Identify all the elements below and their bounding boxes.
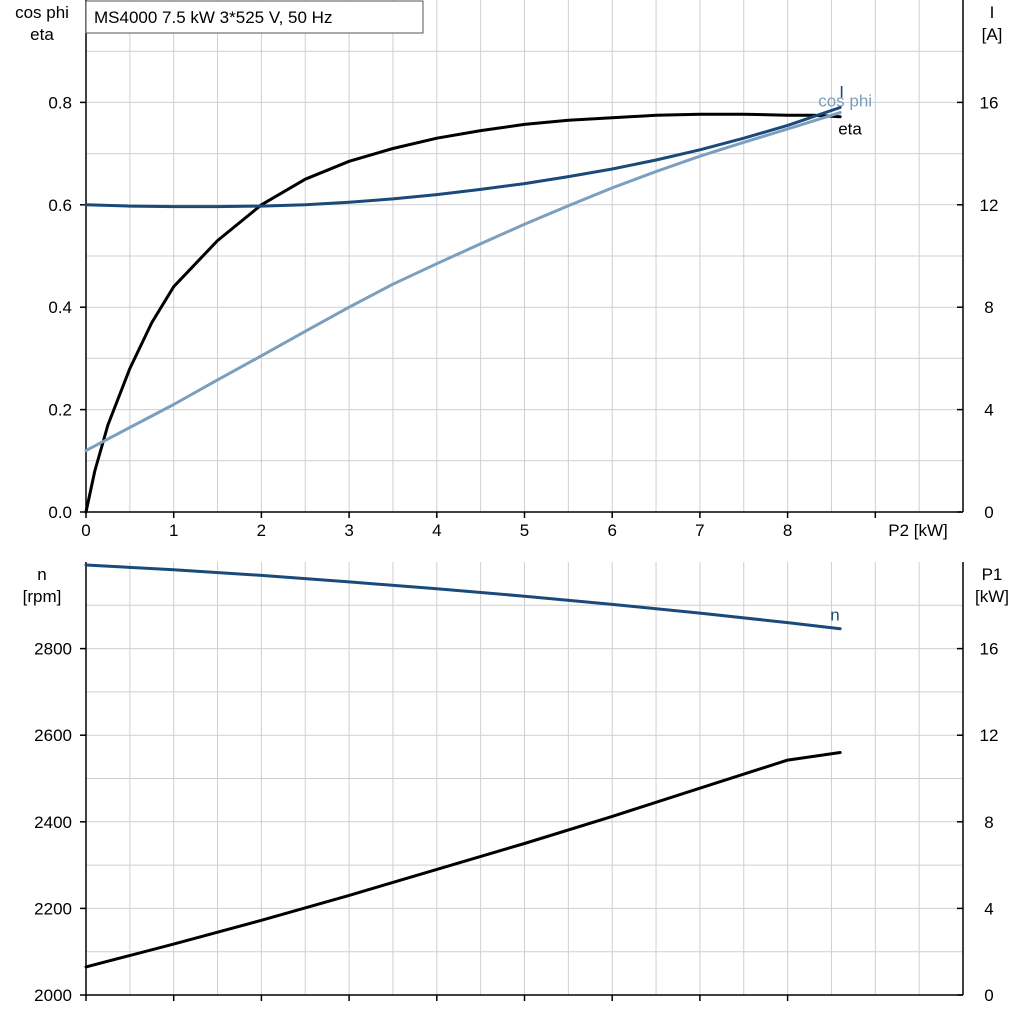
x-tick-label: 2: [257, 521, 266, 540]
y-tick-label-left: 2800: [34, 640, 72, 659]
x-axis-label: P2 [kW]: [888, 521, 948, 540]
chart-title: MS4000 7.5 kW 3*525 V, 50 Hz: [94, 8, 332, 27]
series-label-eta: eta: [838, 120, 862, 139]
series-label-I: I: [839, 83, 844, 102]
x-tick-label: 3: [344, 521, 353, 540]
x-tick-label: 1: [169, 521, 178, 540]
series-line-I: [84, 106, 842, 209]
y-axis-label-left: eta: [30, 25, 54, 44]
y-tick-label-right: 16: [980, 93, 999, 112]
y-tick-label-left: 0.6: [48, 196, 72, 215]
x-tick-label: 4: [432, 521, 441, 540]
y-tick-label-right: 8: [984, 813, 993, 832]
y-axis-label-right: I: [990, 3, 995, 22]
y-tick-label-left: 0.4: [48, 298, 72, 317]
series-line-eta: [84, 112, 842, 514]
series-line-p1: [84, 751, 842, 969]
y-tick-label-left: 0.2: [48, 401, 72, 420]
y-tick-label-left: 2400: [34, 813, 72, 832]
y-tick-label-left: 2000: [34, 986, 72, 1005]
x-tick-label: 0: [81, 521, 90, 540]
x-tick-label: 6: [607, 521, 616, 540]
y-tick-label-right: 12: [980, 726, 999, 745]
y-tick-label-right: 8: [984, 298, 993, 317]
y-axis-label-left: cos phi: [15, 3, 69, 22]
y-tick-label-left: 0.8: [48, 93, 72, 112]
y-axis-label-left: [rpm]: [23, 587, 62, 606]
series-line-cos-phi: [84, 111, 842, 453]
y-axis-label-right: P1: [982, 565, 1003, 584]
series-label-cos-phi: cos phi: [818, 92, 872, 111]
y-axis-label-left: n: [37, 565, 46, 584]
y-tick-label-right: 4: [984, 401, 993, 420]
series-label-n: n: [830, 606, 839, 625]
y-tick-label-right: 4: [984, 899, 993, 918]
y-tick-label-left: 2600: [34, 726, 72, 745]
y-tick-label-right: 16: [980, 640, 999, 659]
y-tick-label-left: 2200: [34, 899, 72, 918]
y-axis-label-right: [A]: [982, 25, 1003, 44]
y-tick-label-right: 12: [980, 196, 999, 215]
y-tick-label-left: 0.0: [48, 503, 72, 522]
x-tick-label: 8: [783, 521, 792, 540]
y-axis-label-right: [kW]: [975, 587, 1009, 606]
y-tick-label-right: 0: [984, 986, 993, 1005]
x-tick-label: 7: [695, 521, 704, 540]
x-tick-label: 5: [520, 521, 529, 540]
y-tick-label-right: 0: [984, 503, 993, 522]
title-box: [85, 0, 424, 34]
series-line-n: [84, 563, 842, 631]
